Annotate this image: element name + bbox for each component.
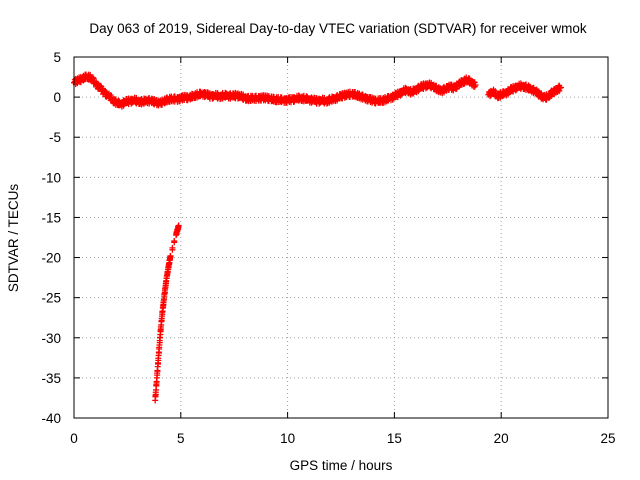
x-tick-label: 20 <box>494 431 509 446</box>
y-tick-label: 0 <box>53 90 61 105</box>
x-tick-label: 0 <box>70 431 78 446</box>
data-point <box>472 82 479 89</box>
data-point <box>169 246 176 253</box>
plot-frame <box>73 56 609 419</box>
y-tick-label: -10 <box>41 170 61 185</box>
data-point <box>171 238 178 245</box>
data-points <box>71 71 565 404</box>
data-point <box>389 96 396 103</box>
y-tick-label: -15 <box>41 210 61 225</box>
data-point <box>90 75 97 82</box>
x-tick-label: 10 <box>280 431 295 446</box>
x-axis-ticks: 0 5 10 15 20 25 <box>70 57 616 446</box>
x-axis-label: GPS time / hours <box>290 458 393 473</box>
grid <box>74 57 608 418</box>
y-tick-label: -30 <box>41 331 61 346</box>
y-tick-label: -40 <box>41 411 61 426</box>
data-point <box>167 252 174 259</box>
y-tick-label: 5 <box>53 50 61 65</box>
y-tick-label: -35 <box>41 371 61 386</box>
y-tick-label: -5 <box>49 130 61 145</box>
y-tick-label: -20 <box>41 251 61 266</box>
data-point <box>558 84 565 91</box>
y-axis-label: SDTVAR / TECUs <box>6 184 21 293</box>
data-point <box>556 87 563 94</box>
x-tick-label: 25 <box>600 431 615 446</box>
x-tick-label: 15 <box>387 431 402 446</box>
data-point <box>175 222 182 229</box>
y-tick-label: -25 <box>41 291 61 306</box>
x-tick-label: 5 <box>177 431 185 446</box>
chart-title: Day 063 of 2019, Sidereal Day-to-day VTE… <box>89 21 586 36</box>
